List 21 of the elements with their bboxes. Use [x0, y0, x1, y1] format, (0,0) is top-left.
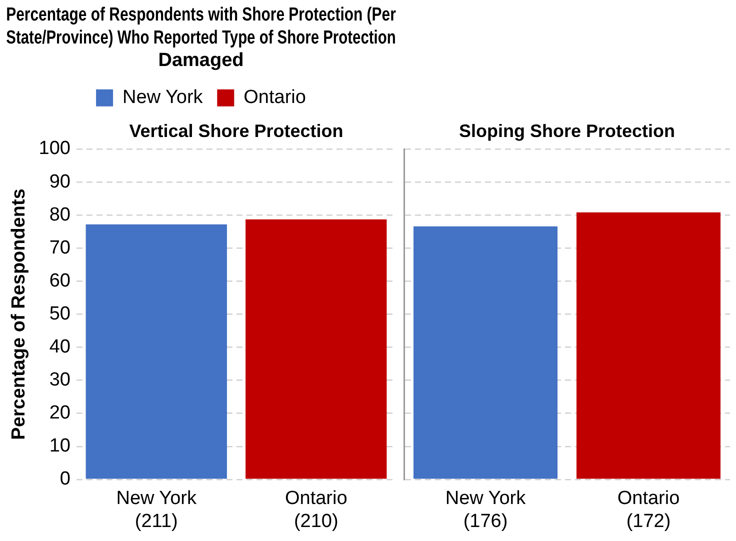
y-tick-label: 70 — [49, 237, 70, 258]
y-tick-label: 100 — [38, 138, 70, 160]
y-tick-label: 60 — [49, 270, 70, 292]
y-tick-label: 30 — [49, 370, 70, 391]
chart-title: Percentage of Respondents with Shore Protection (Per State/Province) Who Reported Type of Shore Protection Damaged — [6, 4, 396, 72]
y-tick-label: 80 — [49, 204, 70, 226]
y-axis-title: Percentage of Respondents — [8, 188, 30, 440]
y-tick-label: 40 — [49, 336, 70, 358]
x-tick-label: New York (211) — [116, 488, 197, 532]
chart-subtitle: Sloping Shore Protection — [458, 121, 676, 142]
y-tick-label: 20 — [49, 402, 70, 424]
y-tick-label: 50 — [49, 303, 70, 324]
y-tick-label: 90 — [49, 171, 70, 192]
y-tick-label: 10 — [49, 436, 70, 457]
y-tick-label: 0 — [60, 468, 70, 490]
legend-label: Ontario — [244, 87, 306, 108]
chart-subtitle: Vertical Shore Protection — [129, 121, 344, 142]
legend-label: New York — [122, 87, 204, 108]
x-tick-label: Ontario (210) — [284, 488, 348, 532]
x-tick-label: New York (176) — [445, 488, 526, 532]
x-tick-label: Ontario (172) — [617, 488, 680, 532]
